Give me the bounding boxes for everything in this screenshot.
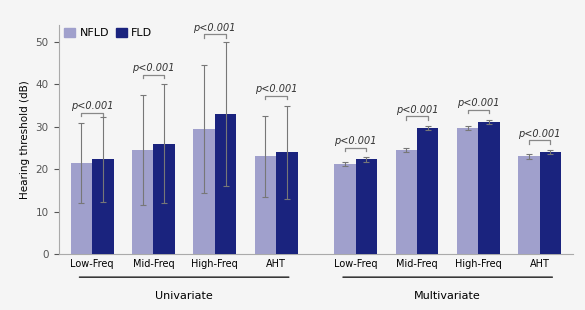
Text: p<0.001: p<0.001 — [396, 105, 438, 115]
Legend: NFLD, FLD: NFLD, FLD — [64, 28, 153, 38]
Bar — [153, 144, 175, 254]
Text: p<0.001: p<0.001 — [518, 129, 561, 139]
Bar — [417, 128, 439, 254]
Text: p<0.001: p<0.001 — [457, 99, 500, 108]
Bar — [334, 164, 356, 254]
Bar — [479, 122, 500, 254]
Bar — [92, 159, 113, 254]
Bar — [71, 163, 92, 254]
Text: p<0.001: p<0.001 — [335, 136, 377, 146]
Bar — [457, 128, 479, 254]
Text: p<0.001: p<0.001 — [255, 84, 297, 95]
Bar — [518, 157, 539, 254]
Text: p<0.001: p<0.001 — [71, 101, 113, 112]
Bar — [254, 157, 276, 254]
Text: p<0.001: p<0.001 — [132, 63, 175, 73]
Bar — [132, 150, 153, 254]
Bar — [395, 150, 417, 254]
Bar — [215, 114, 236, 254]
Bar — [356, 159, 377, 254]
Bar — [276, 152, 298, 254]
Y-axis label: Hearing threshold (dB): Hearing threshold (dB) — [20, 80, 30, 199]
Bar — [539, 152, 561, 254]
Text: Univariate: Univariate — [155, 291, 213, 301]
Text: p<0.001: p<0.001 — [194, 23, 236, 33]
Bar — [193, 129, 215, 254]
Text: Multivariate: Multivariate — [414, 291, 481, 301]
